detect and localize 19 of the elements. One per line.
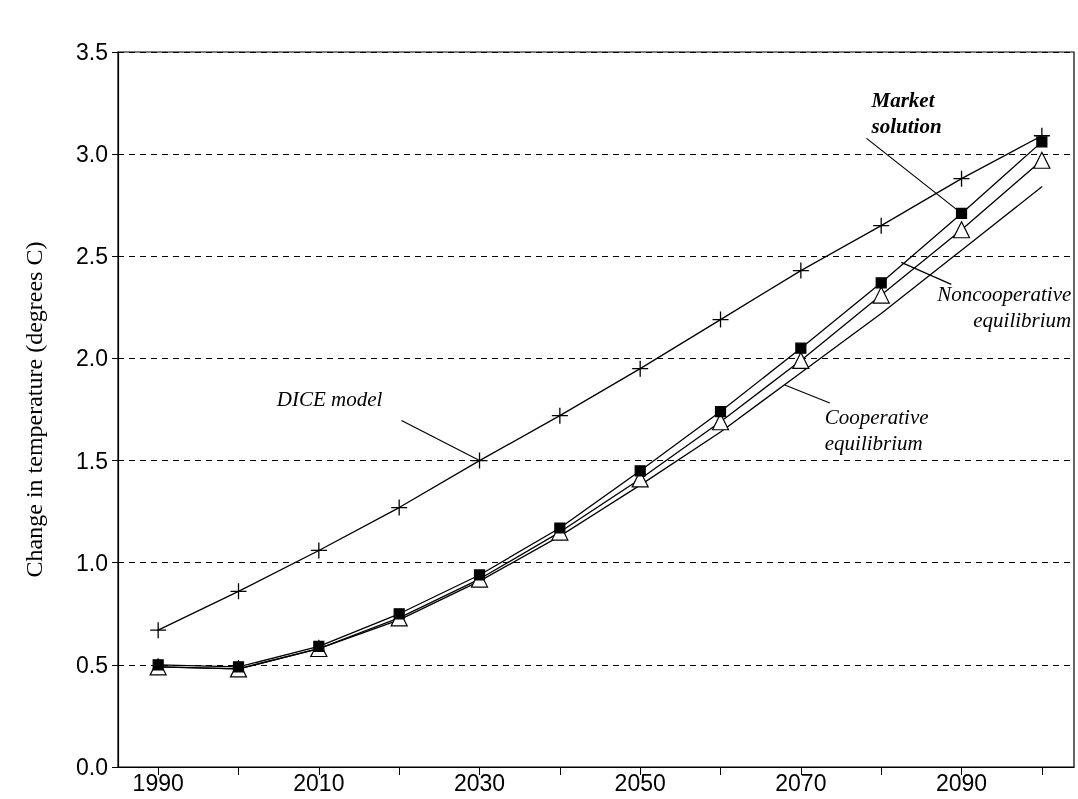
- annotation: Market solution: [870, 88, 942, 139]
- annotation: Cooperative equilibrium: [824, 404, 929, 455]
- x-tick-label: 2070: [775, 769, 827, 796]
- x-tick-label: 2050: [614, 769, 666, 796]
- x-tick-label: 2030: [453, 769, 506, 796]
- x-tick-label: 2090: [935, 769, 988, 796]
- y-tick-label: 2.0: [76, 345, 108, 372]
- y-axis-title: Change in temperature (degrees C): [21, 241, 47, 578]
- y-tick-label: 3.0: [76, 141, 108, 168]
- annotation: Noncooperative equilibrium: [936, 282, 1072, 333]
- y-tick-label: 0.0: [76, 754, 108, 780]
- x-tick-label: 1990: [132, 769, 184, 796]
- x-tick-label: 2010: [293, 769, 345, 796]
- y-tick-label: 1.5: [76, 447, 108, 474]
- y-tick-label: 1.0: [76, 549, 108, 576]
- y-tick-label: 0.5: [76, 651, 108, 678]
- annotation: DICE model: [275, 386, 383, 411]
- y-tick-label: 2.5: [76, 243, 108, 270]
- y-tick-label: 3.5: [76, 39, 108, 65]
